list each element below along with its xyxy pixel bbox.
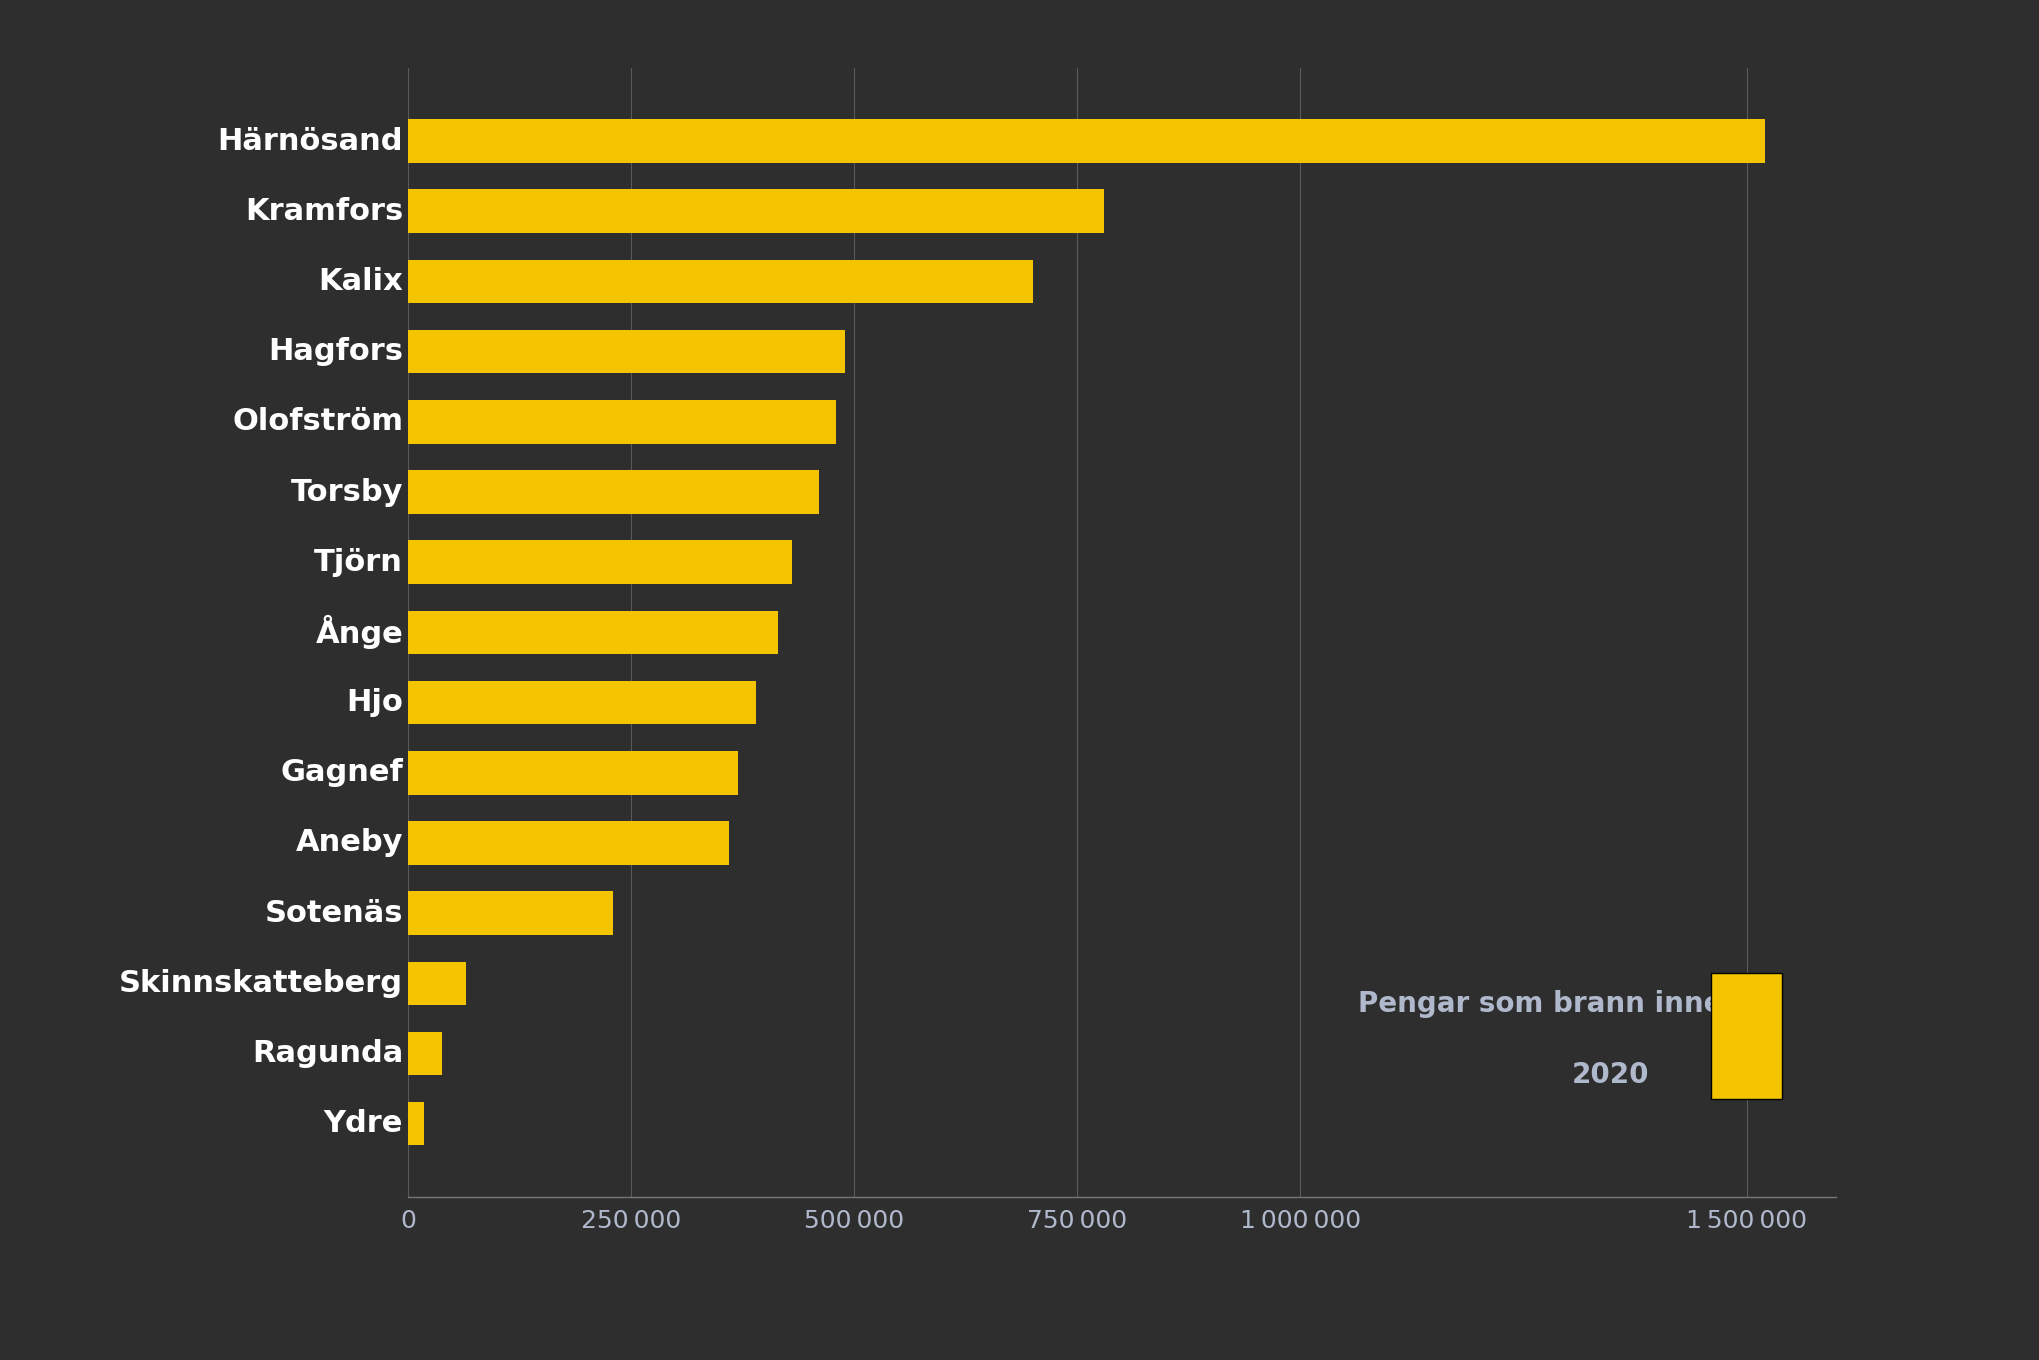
Text: 2020: 2020 (1570, 1061, 1648, 1088)
FancyBboxPatch shape (1711, 972, 1782, 1099)
Text: Pengar som brann inne: Pengar som brann inne (1358, 990, 1721, 1019)
Bar (408, 260, 1032, 303)
Bar (408, 681, 756, 725)
Bar (408, 751, 738, 794)
Bar (408, 611, 779, 654)
Bar (408, 1102, 424, 1145)
Bar (408, 471, 818, 514)
Bar (408, 330, 844, 374)
Bar (408, 1032, 442, 1076)
Bar (408, 540, 791, 583)
Bar (408, 821, 730, 865)
Bar (408, 120, 1764, 163)
Bar (408, 400, 836, 443)
Bar (408, 962, 465, 1005)
Bar (408, 189, 1103, 233)
Bar (408, 891, 614, 934)
